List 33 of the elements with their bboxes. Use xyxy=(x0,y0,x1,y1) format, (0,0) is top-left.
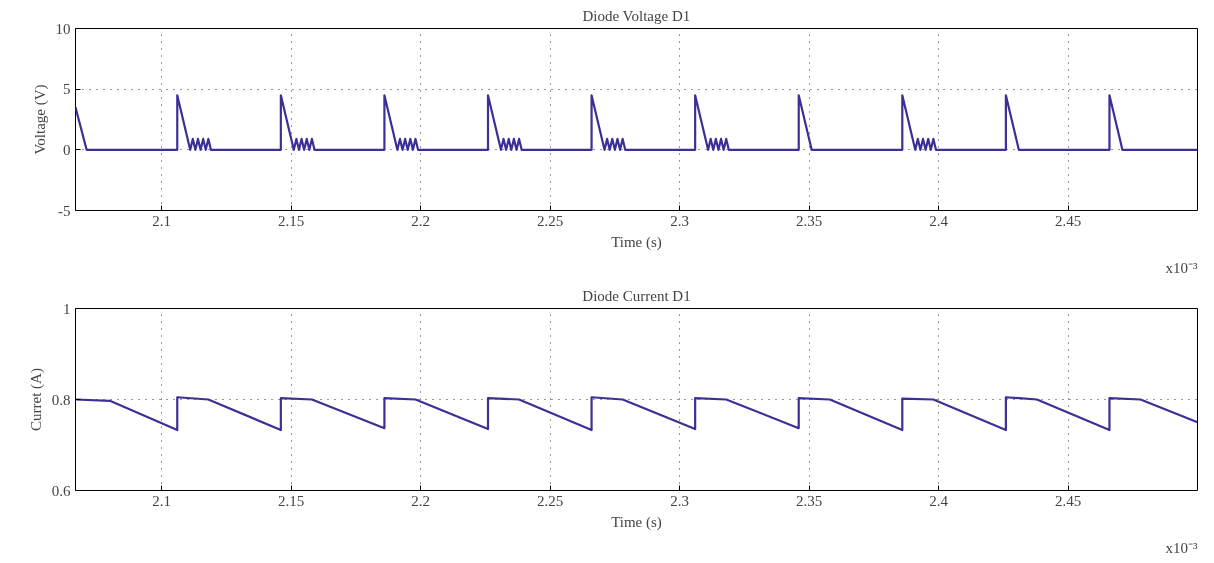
line-series xyxy=(75,396,1198,432)
text: x10⁻³ xyxy=(1165,259,1198,276)
x-tick-label: 2.2 xyxy=(411,212,431,229)
x-axis-title: Time (s) xyxy=(611,513,662,531)
y-tick-label: 10 xyxy=(55,20,71,37)
x-tick-label: 2.35 xyxy=(795,492,823,509)
x-tick-label: 2.2 xyxy=(411,492,431,509)
x-axis-title: Time (s) xyxy=(611,233,662,251)
x-tick-label: 2.1 xyxy=(152,492,172,509)
y-tick-label: 0.8 xyxy=(51,391,71,408)
text: x10⁻³ xyxy=(1165,539,1198,556)
x-tick-label: 2.15 xyxy=(278,212,305,229)
x-tick-label: 2.35 xyxy=(795,212,823,229)
x-tick-label: 2.25 xyxy=(537,212,564,229)
x-tick-label: 2.45 xyxy=(1054,492,1082,509)
y-tick-label: -5 xyxy=(58,202,71,219)
y-axis-title: Voltage (V) xyxy=(31,84,49,155)
x-tick-label: 2.3 xyxy=(670,492,689,509)
x-tick-label: 2.4 xyxy=(929,212,949,229)
chart-title: Diode Voltage D1 xyxy=(582,7,691,24)
line-series xyxy=(75,94,1198,151)
x-tick-label: 2.1 xyxy=(152,212,172,229)
x-tick-label: 2.25 xyxy=(537,492,564,509)
x-tick-label: 2.4 xyxy=(929,492,949,509)
y-tick-label: 5 xyxy=(63,81,71,98)
chart-title: Diode Current D1 xyxy=(582,287,691,304)
y-tick-label: 0 xyxy=(63,141,71,158)
y-axis-title: Curret (A) xyxy=(27,368,45,431)
x-tick-label: 2.15 xyxy=(278,492,305,509)
x-tick-label: 2.45 xyxy=(1054,212,1082,229)
y-tick-label: 1 xyxy=(63,300,71,317)
y-tick-label: 0.6 xyxy=(51,482,71,499)
x-tick-label: 2.3 xyxy=(670,212,689,229)
